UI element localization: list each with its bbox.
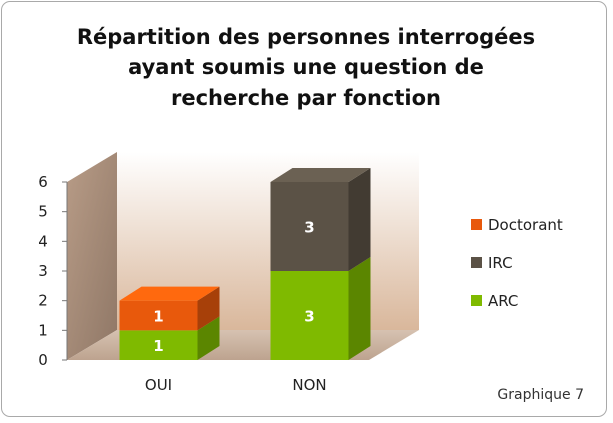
bar-front <box>270 271 349 360</box>
chart-title: Répartition des personnes interrogées ay… <box>77 25 535 110</box>
bar-side <box>197 316 220 360</box>
legend-item-irc: IRC <box>471 254 513 272</box>
legend-label: Doctorant <box>488 216 563 234</box>
bar-side <box>348 168 371 271</box>
bar-front <box>119 330 198 360</box>
x-category-label: NON <box>292 376 326 394</box>
bar-segment-non-arc: 3 <box>270 257 371 360</box>
y-tick-label: 6 <box>38 173 48 191</box>
bar-front <box>119 300 198 331</box>
y-tick-label: 4 <box>38 232 48 250</box>
bar-segment-oui-arc: 1 <box>119 316 220 360</box>
y-tick-label: 2 <box>38 292 48 310</box>
bar-side <box>197 286 220 331</box>
bar-segment-oui-doctorant: 1 <box>119 286 220 331</box>
figure-caption: Graphique 7 <box>497 387 584 403</box>
data-label: 3 <box>304 308 314 326</box>
x-axis-categories: OUI NON <box>145 376 327 394</box>
legend-item-doctorant: Doctorant <box>471 216 563 234</box>
data-label: 3 <box>304 219 314 237</box>
x-category-label: OUI <box>145 376 172 394</box>
y-axis-ticks: 0 1 2 3 4 5 6 <box>38 173 67 369</box>
chart-title-line-2: ayant soumis une question de <box>128 55 484 79</box>
chart-title-line-3: recherche par fonction <box>171 86 441 110</box>
y-tick-label: 0 <box>38 351 48 369</box>
y-tick-label: 3 <box>38 262 48 280</box>
legend-swatch <box>471 219 482 230</box>
data-label: 1 <box>153 337 163 355</box>
legend-swatch <box>471 257 482 268</box>
bar-side <box>348 257 371 360</box>
bar-segment-non-irc: 3 <box>270 168 371 271</box>
legend-swatch <box>471 295 482 306</box>
legend-label: IRC <box>488 254 513 272</box>
data-label: 1 <box>153 308 163 326</box>
legend-item-arc: ARC <box>471 292 518 310</box>
chart-title-line-1: Répartition des personnes interrogées <box>77 25 535 49</box>
bar-top <box>270 168 371 182</box>
side-wall <box>67 152 117 360</box>
bar-top <box>119 286 220 301</box>
y-tick-label: 5 <box>38 203 48 221</box>
legend-label: ARC <box>488 292 518 310</box>
bar-front <box>270 182 349 271</box>
legend: Doctorant IRC ARC <box>471 216 563 310</box>
y-tick-label: 1 <box>38 321 48 339</box>
bars: 1 1 3 3 <box>119 168 371 360</box>
